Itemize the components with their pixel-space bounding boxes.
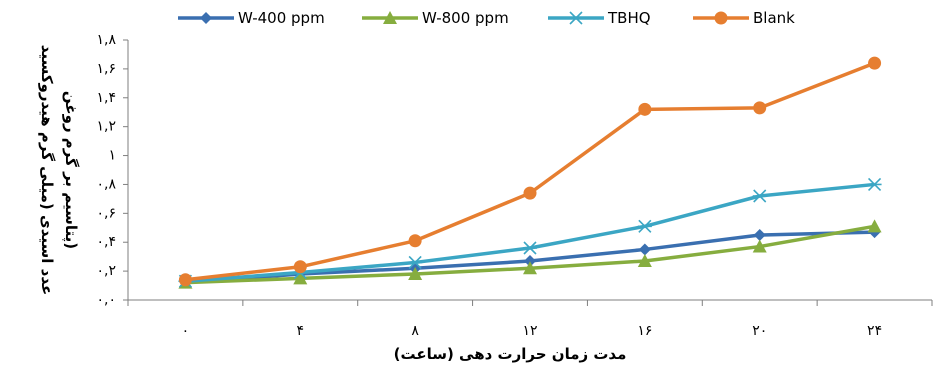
data-point-circle [868, 56, 882, 70]
y-tick-label: ١,۶ [96, 61, 116, 77]
y-tick-label: ٠,٢ [97, 263, 117, 279]
data-point-circle [293, 260, 307, 274]
x-tick-label: ٨ [411, 323, 419, 339]
data-point-diamond [524, 255, 536, 267]
y-tick-label: ١,۴ [96, 90, 116, 106]
y-axis-title-line2: پتاسیم بر گرم روغن) [61, 91, 80, 249]
series-blank [178, 56, 882, 287]
x-axis-title: مدت زمان حرارت دهی (ساعت) [394, 345, 627, 363]
data-point-triangle [867, 219, 882, 233]
x-tick-label: ١۶ [637, 323, 652, 339]
y-axis-title-line1: عدد اسیدی (میلی گرم هیدروکسید [38, 45, 56, 295]
y-tick-label: ٠,۶ [96, 205, 116, 221]
legend-marker-diamond [200, 12, 212, 24]
legend-item: Blank [693, 9, 795, 27]
data-point-circle [638, 102, 652, 116]
legend-marker-asterisk [569, 11, 583, 25]
y-tick-label: ١ [108, 148, 116, 164]
legend-label: TBHQ [607, 9, 651, 27]
legend-marker-triangle [383, 11, 397, 24]
legend-label: W-800 ppm [422, 9, 509, 27]
data-point-asterisk [637, 219, 652, 233]
data-point-asterisk [523, 241, 537, 255]
data-point-circle [408, 234, 422, 248]
data-point-triangle [408, 267, 423, 280]
y-tick-label: ١,٢ [97, 119, 117, 135]
data-point-diamond [638, 243, 651, 256]
x-tick-label: ٢٠ [752, 323, 767, 339]
data-point-asterisk [752, 189, 767, 203]
data-point-triangle [752, 239, 767, 253]
data-point-circle [178, 273, 192, 287]
legend-label: Blank [753, 9, 795, 27]
data-point-asterisk [408, 255, 423, 270]
x-tick-label: ۴ [297, 323, 305, 339]
y-tick-label: ٠,٨ [97, 176, 117, 192]
legend-label: W-400 ppm [238, 9, 325, 27]
chart-legend: W-400 ppm W-800 ppm TBHQ Blank [178, 9, 795, 27]
data-point-circle [753, 101, 767, 115]
data-point-triangle [293, 271, 308, 285]
x-tick-label: ١٢ [522, 323, 537, 339]
legend-item: W-800 ppm [362, 9, 509, 27]
chart-series [178, 56, 882, 289]
y-tick-label: ٠,٠ [97, 292, 117, 308]
y-tick-label: ١,٨ [97, 32, 117, 48]
legend-item: TBHQ [548, 9, 651, 27]
data-point-triangle [637, 254, 652, 267]
chart-axes: ٠,٠ ٠,٢ ٠,۴ ٠,۶ ٠,٨ ١ ١,٢ ١,۴ ١,۶ ١,٨ ٠ ۴ ٨ ١٢ ١۶ ٢٠ ٢۴ [96, 32, 933, 339]
legend-marker-circle [714, 11, 728, 25]
data-point-triangle [523, 261, 537, 275]
data-point-circle [523, 186, 537, 200]
data-point-diamond [753, 229, 766, 241]
data-point-asterisk [867, 177, 882, 192]
series-w-800-ppm [178, 219, 882, 289]
y-tick-label: ٠,۴ [96, 234, 116, 250]
x-tick-label: ٢۴ [867, 323, 882, 339]
x-tick-label: ٠ [182, 323, 190, 339]
legend-item: W-400 ppm [178, 9, 325, 27]
